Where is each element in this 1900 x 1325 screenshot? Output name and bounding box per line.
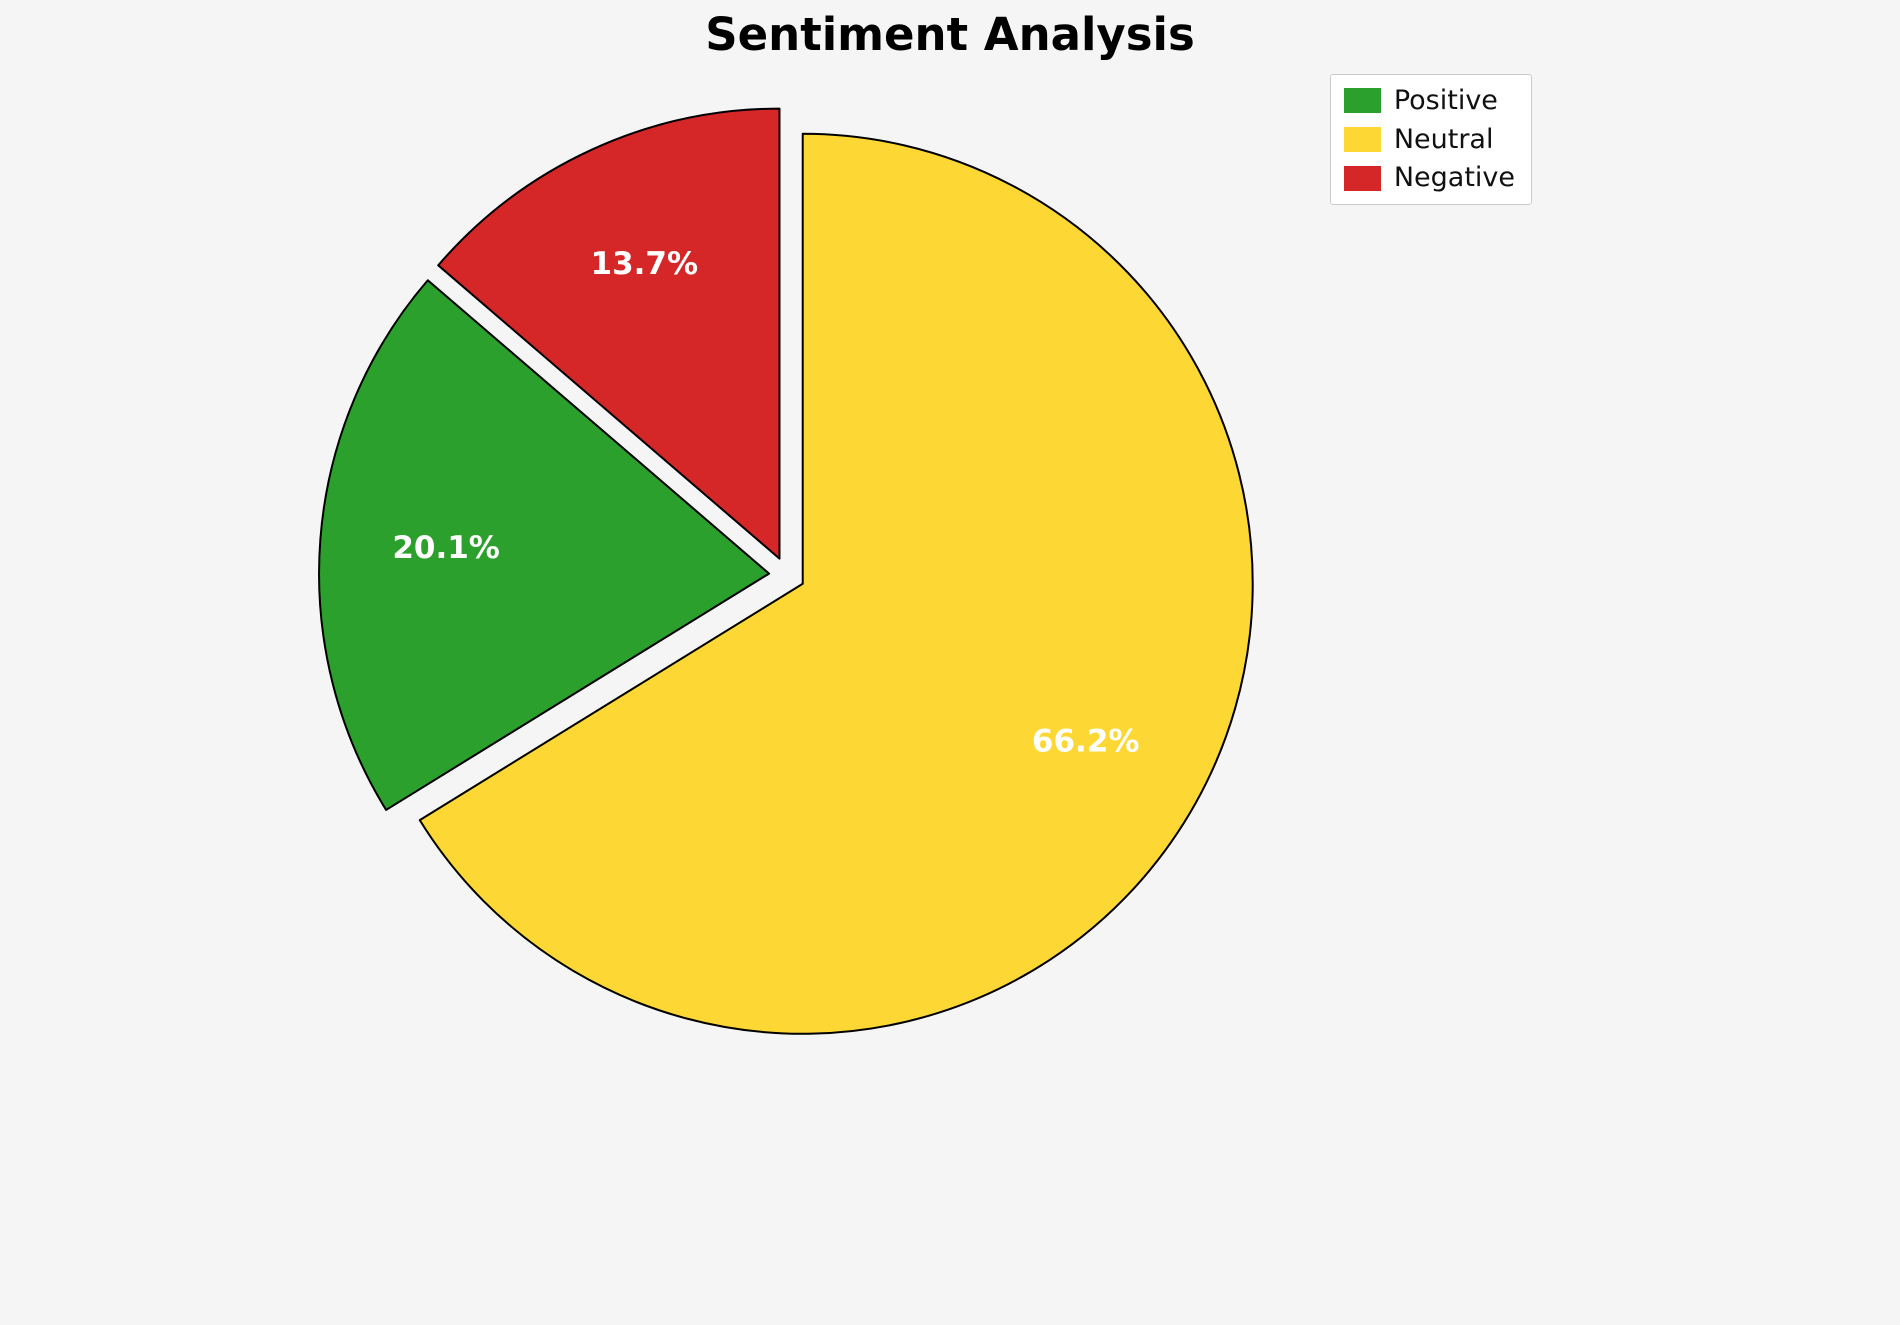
legend-swatch-neutral-icon	[1343, 127, 1381, 153]
pct-label-positive: 20.1%	[392, 530, 500, 566]
legend-label-neutral: Neutral	[1393, 123, 1494, 155]
legend-item-negative: Negative	[1343, 162, 1515, 194]
pct-label-negative: 13.7%	[591, 246, 699, 282]
legend-swatch-positive-icon	[1343, 88, 1381, 114]
legend-item-positive: Positive	[1343, 85, 1515, 116]
pie-slice-neutral	[418, 132, 1254, 1035]
legend: Positive Neutral Negative	[1329, 74, 1532, 206]
pie-slice-negative	[437, 107, 781, 560]
legend-swatch-negative-icon	[1343, 165, 1381, 191]
chart-title: Sentiment Analysis	[705, 8, 1195, 61]
legend-item-neutral: Neutral	[1343, 123, 1515, 155]
legend-label-negative: Negative	[1393, 162, 1515, 194]
pct-label-neutral: 66.2%	[1032, 724, 1140, 760]
legend-label-positive: Positive	[1393, 85, 1498, 116]
pie-slice-positive	[318, 279, 771, 811]
